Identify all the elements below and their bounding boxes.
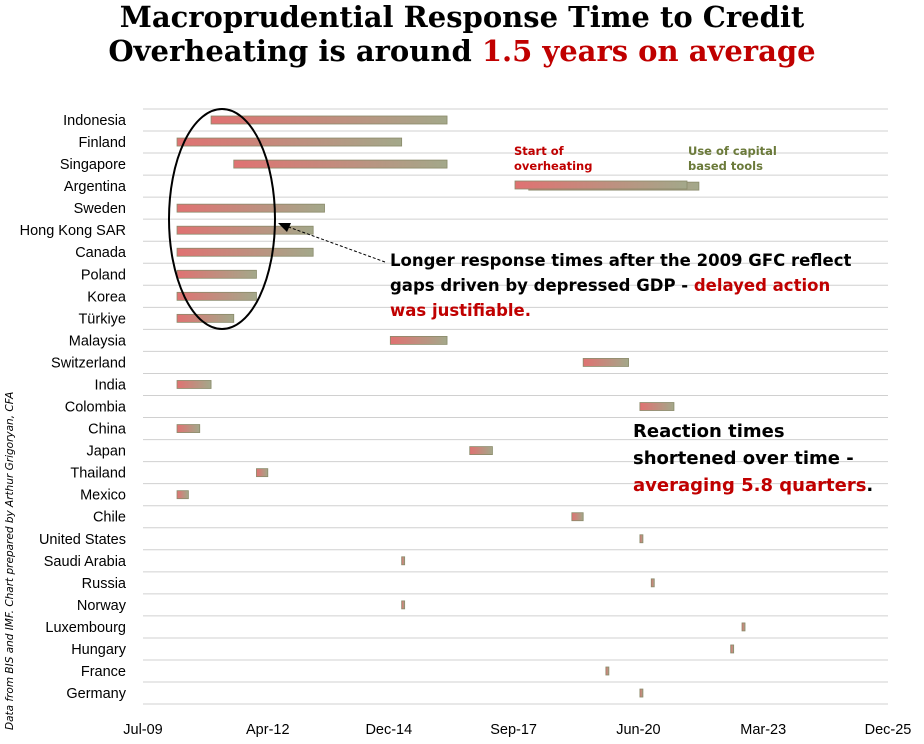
country-label: Korea xyxy=(87,289,127,305)
range-bar xyxy=(650,578,655,588)
range-bar xyxy=(639,688,644,698)
range-bar xyxy=(210,115,448,125)
country-label: France xyxy=(81,664,126,680)
reaction-annotation-text: Reaction times shortened over time - xyxy=(633,421,854,469)
reaction-annotation-suffix: . xyxy=(866,475,874,496)
range-bar xyxy=(571,512,584,522)
range-bar xyxy=(176,291,257,301)
x-tick-label: Jun-20 xyxy=(616,722,660,738)
country-label: Japan xyxy=(86,444,126,460)
country-label: Poland xyxy=(81,267,126,283)
x-tick-label: Jul-09 xyxy=(123,722,163,738)
range-bar xyxy=(176,313,235,323)
title-highlight: 1.5 years on average xyxy=(481,34,816,68)
country-label: United States xyxy=(39,532,126,548)
annotation-arrowhead xyxy=(278,223,291,232)
gridlines xyxy=(143,108,888,705)
range-bar xyxy=(176,424,201,433)
x-tick-label: Sep-17 xyxy=(490,722,537,738)
range-bar xyxy=(176,203,325,213)
legend-start-label: Start of overheating xyxy=(514,144,593,173)
range-bar xyxy=(389,335,448,345)
range-bar xyxy=(176,380,212,389)
highlight-ellipse xyxy=(168,108,276,330)
country-label: Malaysia xyxy=(69,333,127,349)
country-label: Sweden xyxy=(74,201,126,217)
range-bar xyxy=(176,225,314,235)
range-bars xyxy=(176,115,746,698)
country-label: Russia xyxy=(82,576,127,592)
range-bar xyxy=(176,490,189,500)
annotation-arrow xyxy=(282,224,386,263)
x-tick-label: Dec-14 xyxy=(365,722,412,738)
country-label: Germany xyxy=(66,686,126,702)
country-label: Türkiye xyxy=(78,311,126,327)
country-label: Indonesia xyxy=(63,113,127,129)
title-line-1: Macroprudential Response Time to Credit xyxy=(119,0,805,34)
country-label: Finland xyxy=(78,135,126,151)
country-label: Hungary xyxy=(71,642,127,658)
x-tick-label: Dec-25 xyxy=(865,722,912,738)
range-bar xyxy=(233,159,448,169)
country-label: Hong Kong SAR xyxy=(20,223,126,239)
range-bar xyxy=(176,269,257,279)
reaction-annotation-highlight: averaging 5.8 quarters xyxy=(633,475,867,496)
range-bar xyxy=(469,446,493,456)
legend-end-label: Use of capital based tools xyxy=(688,144,777,173)
range-bar xyxy=(256,468,269,478)
gfc-annotation-highlight: delayed action was justifiable. xyxy=(390,276,831,320)
range-bar xyxy=(639,534,644,544)
country-label: Singapore xyxy=(60,157,126,173)
title-line-2: Overheating is around 1.5 years on avera… xyxy=(0,34,924,68)
legend-sample-bar xyxy=(514,180,688,190)
country-label: Luxembourg xyxy=(45,620,126,636)
range-bar xyxy=(605,666,610,676)
country-label: Switzerland xyxy=(51,355,126,371)
x-tick-label: Mar-23 xyxy=(740,722,786,738)
reaction-annotation: Reaction times shortened over time - ave… xyxy=(633,418,883,499)
country-label: Saudi Arabia xyxy=(44,554,127,570)
range-bar xyxy=(639,402,675,411)
gfc-annotation: Longer response times after the 2009 GFC… xyxy=(390,248,860,323)
country-label: China xyxy=(88,422,127,438)
range-bar xyxy=(582,358,629,367)
title-line-2-prefix: Overheating is around xyxy=(108,34,482,68)
country-label: Argentina xyxy=(64,179,127,195)
range-bar xyxy=(401,556,406,566)
x-axis-ticks: Jul-09 Apr-12 Dec-14 Sep-17 Jun-20 Mar-23 Dec-… xyxy=(123,722,911,738)
country-label: Norway xyxy=(77,598,127,614)
gfc-annotation-text: Longer response times after the 2009 GFC… xyxy=(390,251,852,295)
country-label: Mexico xyxy=(80,488,126,504)
x-tick-label: Apr-12 xyxy=(246,722,290,738)
range-bar xyxy=(176,137,403,147)
range-bar xyxy=(176,247,314,257)
range-bar xyxy=(730,644,735,654)
country-label: India xyxy=(95,377,127,393)
country-label: Chile xyxy=(93,510,126,526)
range-bar xyxy=(401,600,406,610)
country-label: Colombia xyxy=(65,400,127,416)
range-bar xyxy=(741,622,746,632)
chart-title: Macroprudential Response Time to Credit … xyxy=(0,0,924,68)
source-note: Data from BIS and IMF. Chart prepared by… xyxy=(4,391,16,730)
country-label: Canada xyxy=(75,245,127,261)
country-labels: Indonesia Finland Singapore Argentina Sweden… xyxy=(20,113,127,702)
country-label: Thailand xyxy=(70,466,126,482)
